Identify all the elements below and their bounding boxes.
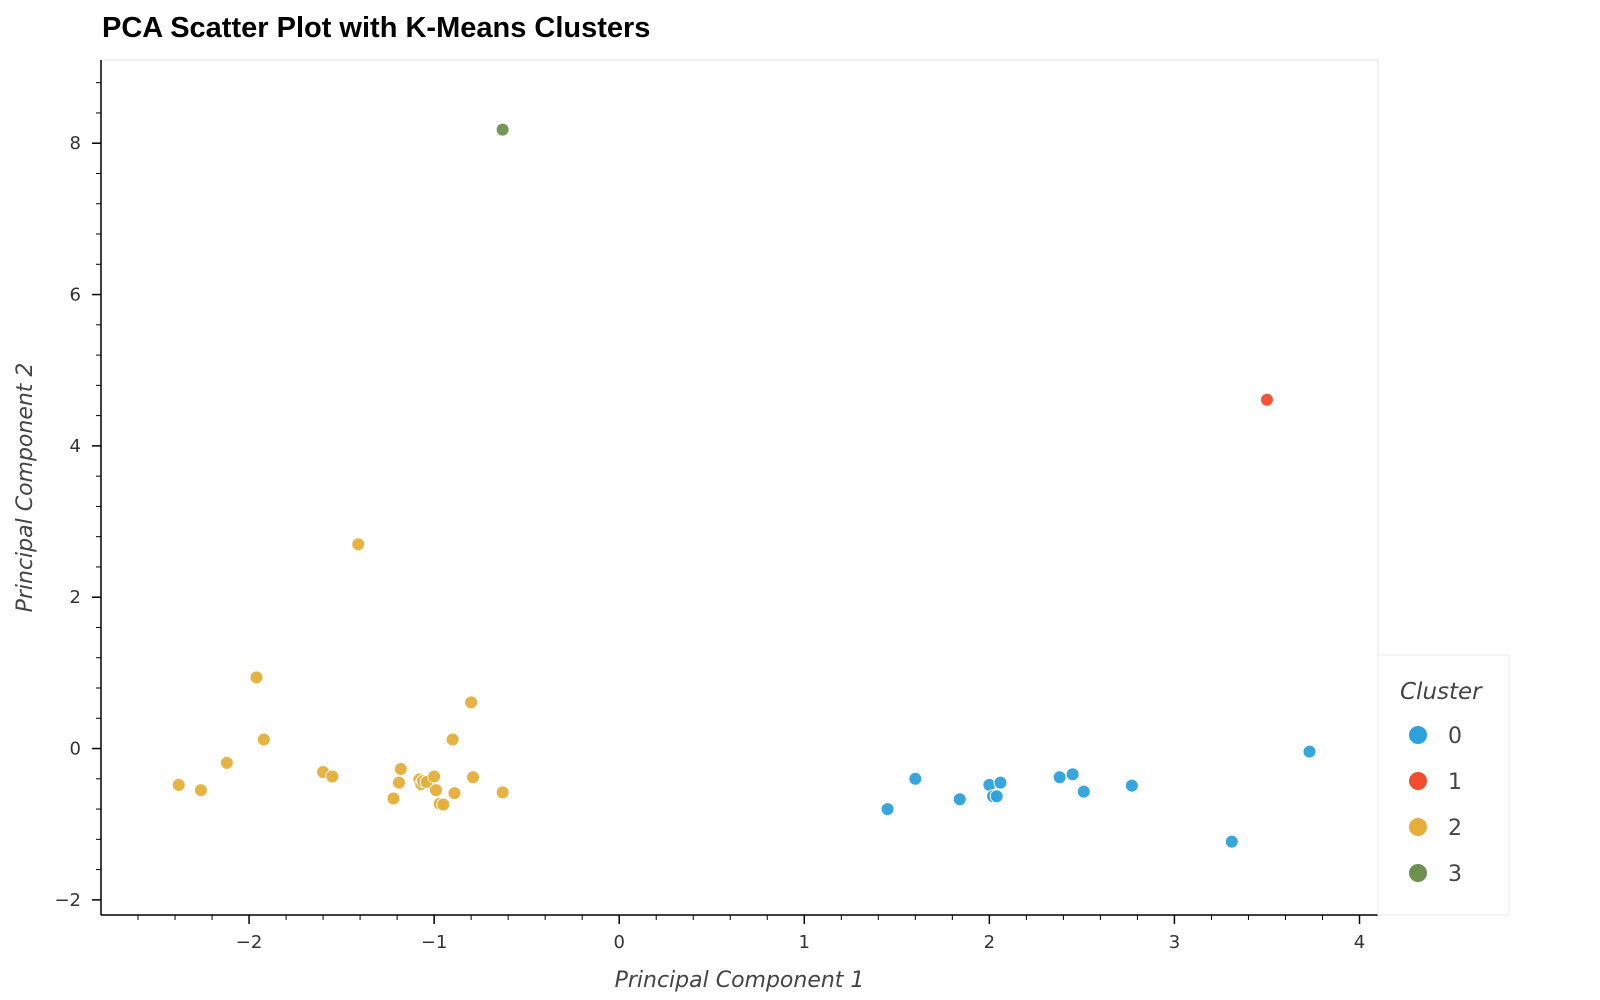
x-tick-label: −1 (421, 932, 448, 953)
data-point-cluster-2 (445, 732, 460, 747)
data-point-cluster-2 (393, 761, 408, 776)
chart-title: PCA Scatter Plot with K-Means Clusters (102, 12, 651, 44)
data-point-cluster-2 (447, 786, 462, 801)
plot-area (100, 59, 1379, 916)
data-point-cluster-2 (325, 769, 340, 784)
data-point-cluster-0 (1076, 784, 1091, 799)
data-point-cluster-2 (391, 775, 406, 790)
legend-box (1377, 654, 1510, 916)
data-point-cluster-2 (193, 783, 208, 798)
legend-label-2: 2 (1448, 816, 1462, 841)
data-point-cluster-2 (219, 755, 234, 770)
data-point-cluster-2 (386, 791, 401, 806)
legend-label-3: 3 (1448, 862, 1462, 887)
data-point-cluster-3 (495, 122, 510, 137)
data-point-cluster-2 (249, 670, 264, 685)
data-point-cluster-2 (171, 777, 186, 792)
y-axis-label: Principal Component 2 (13, 363, 38, 613)
data-point-cluster-0 (1124, 778, 1139, 793)
data-point-cluster-2 (495, 785, 510, 800)
data-point-cluster-2 (464, 695, 479, 710)
x-tick-label: 4 (1354, 932, 1365, 953)
legend-label-0: 0 (1448, 724, 1462, 749)
data-points (171, 122, 1317, 849)
data-point-cluster-2 (351, 537, 366, 552)
data-point-cluster-1 (1259, 392, 1274, 407)
legend-marker-0 (1409, 726, 1427, 744)
data-point-cluster-0 (880, 802, 895, 817)
plot-border (100, 59, 1379, 916)
legend-marker-3 (1409, 864, 1427, 882)
y-tick-label: 4 (70, 436, 81, 457)
data-point-cluster-0 (1052, 770, 1067, 785)
data-point-cluster-0 (993, 775, 1008, 790)
legend-label-1: 1 (1448, 770, 1462, 795)
y-tick-label: −2 (54, 890, 81, 911)
x-tick-label: 3 (1169, 932, 1180, 953)
x-tick-label: 2 (984, 932, 995, 953)
legend-marker-2 (1409, 818, 1427, 836)
legend: Cluster 0 1 2 3 (1377, 654, 1510, 916)
data-point-cluster-0 (989, 789, 1004, 804)
legend-title: Cluster (1400, 679, 1483, 705)
y-axis: −2 0 2 4 6 8 (54, 60, 102, 915)
x-axis-label: Principal Component 1 (615, 968, 865, 993)
data-point-cluster-2 (465, 770, 480, 785)
data-point-cluster-0 (1302, 744, 1317, 759)
y-tick-label: 8 (70, 133, 81, 154)
data-point-cluster-0 (1065, 767, 1080, 782)
x-tick-label: 1 (799, 932, 810, 953)
x-tick-label: 0 (613, 932, 624, 953)
x-tick-label: −2 (236, 932, 263, 953)
data-point-cluster-2 (428, 783, 443, 798)
data-point-cluster-0 (952, 792, 967, 807)
data-point-cluster-2 (427, 769, 442, 784)
data-point-cluster-2 (436, 797, 451, 812)
legend-marker-1 (1409, 772, 1427, 790)
y-tick-label: 6 (70, 285, 81, 306)
y-tick-label: 0 (70, 739, 81, 760)
data-point-cluster-0 (1224, 834, 1239, 849)
y-tick-label: 2 (70, 587, 81, 608)
x-axis: −2 −1 0 1 2 3 4 (101, 914, 1378, 953)
data-point-cluster-2 (256, 732, 271, 747)
data-point-cluster-0 (908, 771, 923, 786)
